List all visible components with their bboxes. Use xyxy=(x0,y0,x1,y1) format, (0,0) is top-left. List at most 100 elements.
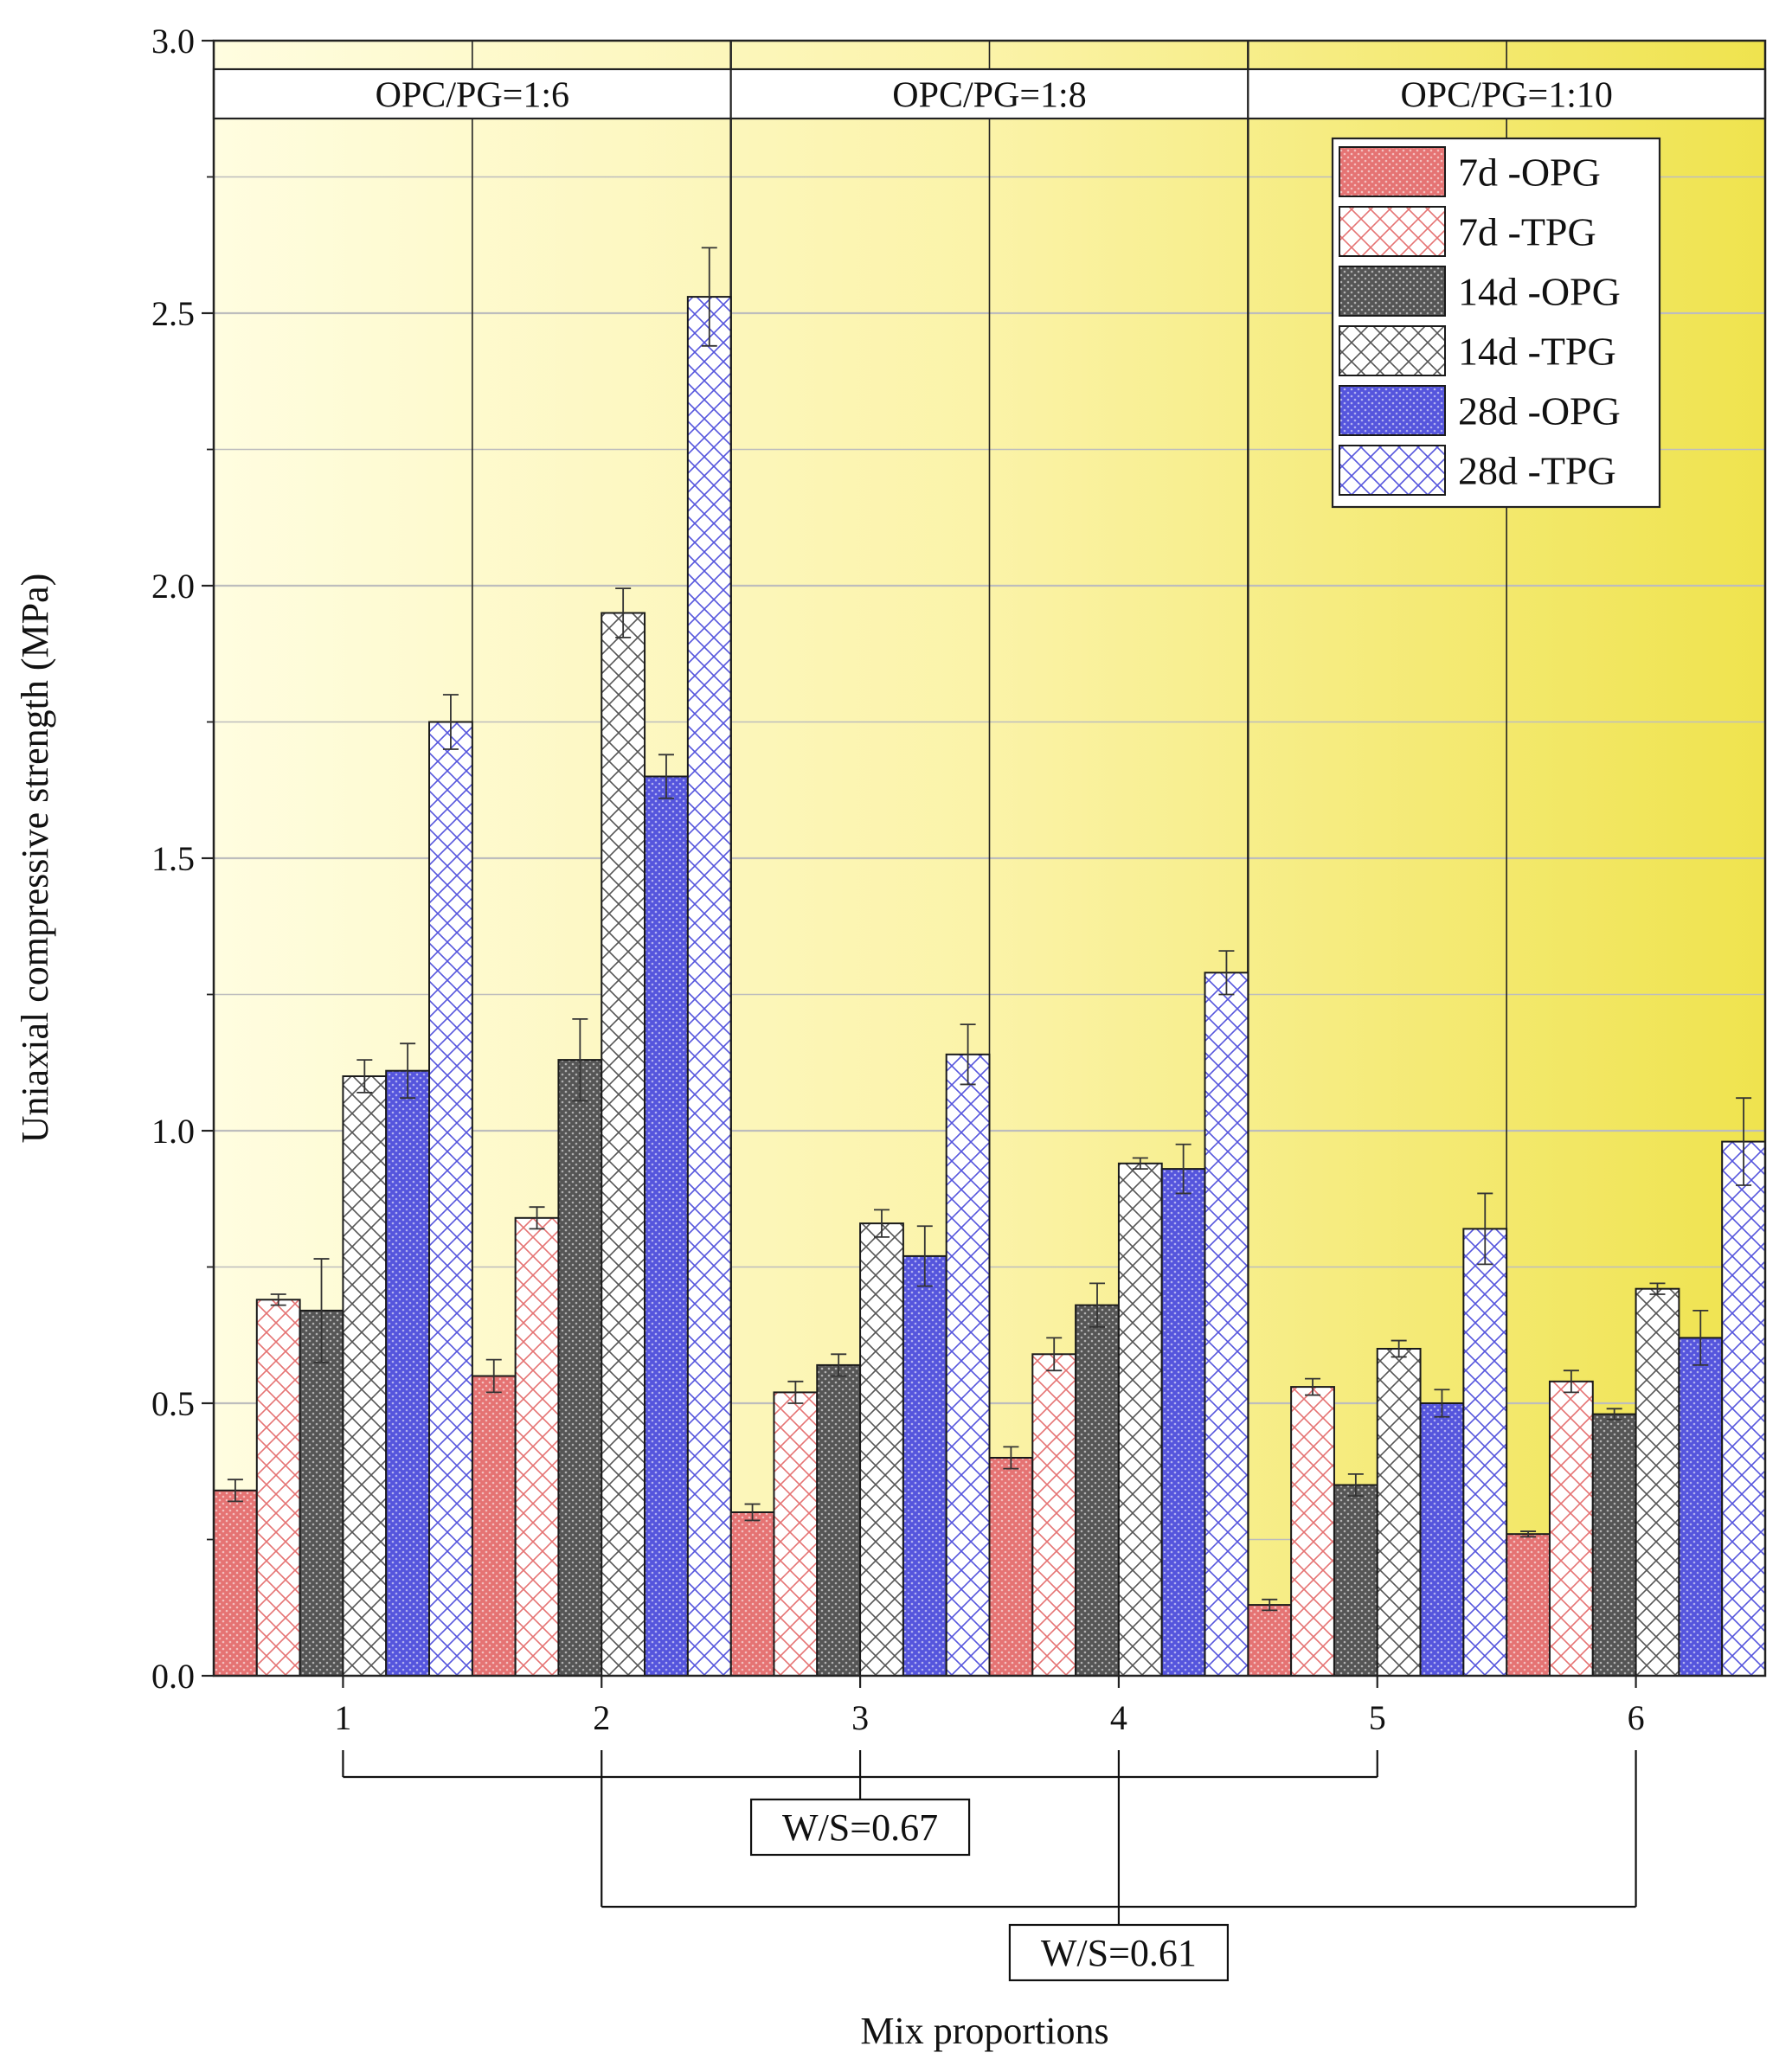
error-bar xyxy=(1692,1310,1709,1366)
bar-28d-tpg-mix-6 xyxy=(1721,1140,1767,1677)
error-bar xyxy=(744,1503,761,1522)
ws-label-box xyxy=(749,1798,971,1857)
error-bar xyxy=(701,247,717,347)
error-bar xyxy=(313,1258,330,1363)
bar-7d-tpg-mix-1 xyxy=(255,1299,301,1677)
error-bars xyxy=(227,247,1752,1612)
error-bar xyxy=(227,1479,243,1503)
bar-28d-tpg-mix-4 xyxy=(1204,972,1249,1677)
legend-label: 7d -TPG xyxy=(1458,210,1596,254)
error-bar xyxy=(831,1353,847,1377)
group-header-label: OPC/PG=1:6 xyxy=(376,76,569,116)
axes: 0.0 0.5 1.0 1.5 2.0 2.5 3.0 1 2 3 4 5 6 xyxy=(151,22,1645,1737)
legend-label: 14d -TPG xyxy=(1458,330,1616,374)
error-bar xyxy=(1520,1530,1537,1538)
error-bar xyxy=(916,1225,933,1287)
group-header-label: OPC/PG=1:10 xyxy=(1400,76,1612,116)
bar-28d-tpg-mix-3 xyxy=(945,1053,991,1677)
ws-label: W/S=0.61 xyxy=(1041,1932,1197,1974)
legend-label: 7d -OPG xyxy=(1458,151,1601,195)
bar-7d-opg-mix-5 xyxy=(1247,1604,1293,1677)
error-bar xyxy=(1563,1370,1579,1394)
legend: 7d -OPG 7d -TPG 14d -OPG 14d -TPG 28d -OPG 28… xyxy=(1331,137,1661,509)
group-header-label: OPC/PG=1:8 xyxy=(892,76,1086,116)
bar-14d-tpg-mix-6 xyxy=(1635,1287,1680,1677)
error-bar xyxy=(1218,950,1235,996)
error-bar xyxy=(1089,1282,1106,1328)
error-bar xyxy=(572,1017,588,1102)
ws-annotations: W/S=0.67 W/S=0.61 xyxy=(342,1750,1637,1982)
bar-7d-opg-mix-6 xyxy=(1506,1533,1551,1677)
bar-14d-tpg-mix-2 xyxy=(601,612,646,1677)
y-tick-label: 1.0 xyxy=(151,1112,195,1151)
group-headers: OPC/PG=1:6 OPC/PG=1:8 OPC/PG=1:10 xyxy=(212,67,1767,120)
y-tick-label: 3.0 xyxy=(151,22,195,61)
ws-label-box xyxy=(1008,1923,1230,1982)
bar-14d-tpg-mix-1 xyxy=(342,1075,388,1677)
x-tick-label: 5 xyxy=(1369,1698,1386,1737)
bar-28d-opg-mix-2 xyxy=(644,775,689,1677)
y-tick-label: 0.0 xyxy=(151,1657,195,1696)
y-tick-label: 2.5 xyxy=(151,294,195,333)
bar-7d-opg-mix-3 xyxy=(729,1511,775,1677)
bar-28d-tpg-mix-1 xyxy=(428,721,473,1677)
error-bar xyxy=(873,1209,890,1238)
bar-14d-opg-mix-3 xyxy=(816,1363,862,1677)
bar-7d-tpg-mix-4 xyxy=(1031,1353,1077,1677)
error-bar xyxy=(1347,1473,1364,1497)
error-bar xyxy=(270,1293,286,1306)
y-tick-label: 1.5 xyxy=(151,839,195,878)
bar-28d-opg-mix-5 xyxy=(1419,1402,1465,1677)
legend-swatch xyxy=(1339,206,1446,257)
legend-swatch xyxy=(1339,385,1446,436)
error-bar xyxy=(529,1206,545,1230)
bar-28d-opg-mix-3 xyxy=(902,1254,947,1677)
error-bar xyxy=(1305,1377,1321,1396)
error-bar xyxy=(1175,1143,1191,1195)
error-bar xyxy=(1477,1192,1493,1266)
ws-bracket: W/S=0.61 xyxy=(601,1750,1637,1982)
error-bar xyxy=(960,1023,976,1086)
bar-14d-opg-mix-2 xyxy=(557,1059,603,1677)
bar-14d-opg-mix-1 xyxy=(299,1309,344,1677)
legend-label: 28d -TPG xyxy=(1458,449,1616,493)
bar-14d-opg-mix-4 xyxy=(1075,1304,1120,1677)
bar-7d-opg-mix-4 xyxy=(988,1457,1034,1677)
bar-14d-opg-mix-5 xyxy=(1333,1484,1378,1677)
bar-28d-tpg-mix-2 xyxy=(686,296,732,1677)
error-bar xyxy=(1391,1339,1407,1358)
bar-7d-opg-mix-2 xyxy=(471,1375,517,1677)
error-bar xyxy=(1003,1446,1019,1470)
bar-14d-tpg-mix-4 xyxy=(1117,1162,1163,1677)
legend-swatch xyxy=(1339,325,1446,376)
group-header-box xyxy=(1247,67,1767,120)
bar-28d-opg-mix-6 xyxy=(1678,1337,1724,1677)
error-bar xyxy=(615,587,632,638)
error-bar xyxy=(485,1358,502,1394)
y-axis-title: Uniaxial compressive strength (MPa) xyxy=(14,574,56,1144)
bar-14d-tpg-mix-5 xyxy=(1376,1348,1422,1677)
bar-7d-tpg-mix-6 xyxy=(1548,1380,1594,1677)
error-bar xyxy=(1649,1282,1666,1295)
error-bar xyxy=(356,1059,373,1094)
bar-7d-tpg-mix-2 xyxy=(514,1216,560,1677)
bar-28d-opg-mix-1 xyxy=(385,1069,431,1677)
error-bar xyxy=(1736,1097,1752,1186)
x-tick-label: 2 xyxy=(593,1698,610,1737)
x-tick-label: 6 xyxy=(1628,1698,1645,1737)
error-bar xyxy=(658,754,674,799)
legend-label: 14d -OPG xyxy=(1458,270,1621,314)
error-bar xyxy=(1132,1157,1148,1170)
x-tick-label: 3 xyxy=(851,1698,869,1737)
y-tick-label: 2.0 xyxy=(151,567,195,606)
error-bar xyxy=(1434,1389,1450,1418)
bar-28d-tpg-mix-5 xyxy=(1462,1228,1508,1677)
group-header-box xyxy=(212,67,732,120)
error-bar xyxy=(1262,1598,1278,1612)
x-tick-label: 4 xyxy=(1110,1698,1127,1737)
bar-7d-tpg-mix-3 xyxy=(773,1391,819,1677)
ws-bracket: W/S=0.67 xyxy=(342,1750,1378,1857)
error-bar xyxy=(400,1042,416,1100)
error-bar xyxy=(1606,1408,1622,1421)
error-bar xyxy=(1046,1337,1063,1372)
